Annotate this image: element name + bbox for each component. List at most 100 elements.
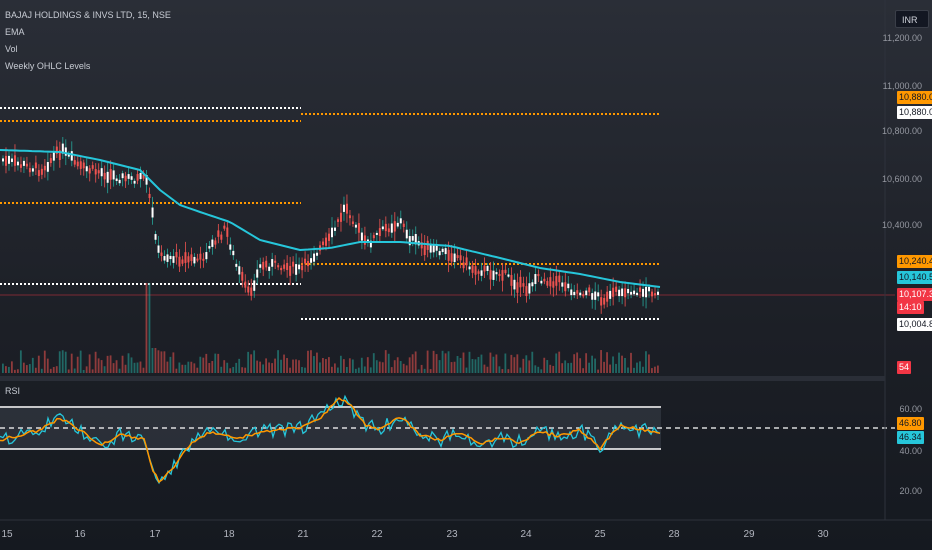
rsi-ma-pill: 46.80 <box>897 417 924 430</box>
candle-body <box>130 176 133 180</box>
volume-bar <box>241 367 244 373</box>
weekly-low-pill: 10,004.85 <box>897 318 932 331</box>
vol-legend[interactable]: Vol <box>5 44 18 54</box>
currency-button[interactable]: INR <box>895 10 929 28</box>
candle-body <box>220 234 223 240</box>
volume-bar <box>366 357 369 373</box>
candle-body <box>7 155 10 164</box>
candle-body <box>127 174 130 179</box>
candle-body <box>199 253 202 260</box>
volume-bar <box>627 367 629 373</box>
volume-bar <box>441 350 444 373</box>
volume-bar <box>432 350 435 373</box>
volume-bar <box>70 353 73 373</box>
volume-bar <box>456 356 459 373</box>
candle-body <box>357 223 360 233</box>
candle-body <box>148 193 151 199</box>
price-tick: 10,800.00 <box>881 126 922 136</box>
candle-body <box>531 282 534 287</box>
candle-body <box>495 272 498 275</box>
volume-bar <box>645 351 647 373</box>
volume-bar <box>166 361 169 373</box>
volume-bar <box>624 358 626 373</box>
volume-bar <box>564 360 567 373</box>
volume-bar <box>423 368 426 373</box>
volume-bar <box>322 358 324 373</box>
candle-body <box>453 253 456 263</box>
volume-bar <box>79 350 82 373</box>
candle-body <box>471 265 474 273</box>
volume-bar <box>85 366 88 373</box>
candle-body <box>387 228 390 233</box>
rsi-tick: 40.00 <box>899 446 922 456</box>
price-tick: 11,200.00 <box>882 33 922 43</box>
volume-bar <box>606 352 608 373</box>
candle-body <box>103 172 106 180</box>
candle-body <box>576 290 579 294</box>
volume-bar <box>555 353 558 373</box>
volume-bar <box>396 357 399 373</box>
volume-bar <box>387 353 390 373</box>
volume-bar <box>540 369 543 373</box>
volume-bar <box>34 367 37 373</box>
candle-body <box>43 165 46 171</box>
candle-body <box>232 250 235 256</box>
volume-bar <box>274 358 276 373</box>
candle-body <box>567 283 570 289</box>
volume-bar <box>262 364 265 373</box>
candle-body <box>46 162 49 172</box>
ema-legend[interactable]: EMA <box>5 27 25 37</box>
candle-body <box>67 153 70 157</box>
candle-body <box>325 237 328 246</box>
candle-body <box>4 155 7 166</box>
volume-bar <box>579 358 582 373</box>
candle-body <box>528 283 531 294</box>
candle-body <box>474 266 477 275</box>
weekly-ohlc-legend[interactable]: Weekly OHLC Levels <box>5 61 91 71</box>
time-label: 24 <box>520 529 532 540</box>
candle-body <box>621 288 624 297</box>
volume-bar <box>543 357 546 373</box>
candle-body <box>648 286 651 292</box>
volume-bar <box>154 348 157 373</box>
candle-body <box>241 271 244 281</box>
candle-body <box>61 143 64 154</box>
candle-body <box>193 256 196 264</box>
volume-bar <box>16 369 19 373</box>
candle-body <box>331 227 333 238</box>
volume-bar <box>369 367 372 373</box>
candle-body <box>573 291 576 296</box>
volume-bar <box>163 351 166 373</box>
candle-body <box>265 260 268 268</box>
candle-body <box>34 162 37 169</box>
volume-bar <box>462 352 465 373</box>
volume-bar <box>283 354 285 373</box>
rsi-legend[interactable]: RSI <box>5 386 21 396</box>
candle-body <box>58 150 61 161</box>
volume-bar <box>226 362 229 373</box>
candle-body <box>271 259 274 267</box>
volume-bar <box>381 362 384 373</box>
candle-body <box>307 261 310 267</box>
candle-body <box>360 232 363 241</box>
volume-bar <box>301 367 303 373</box>
candle-body <box>504 269 507 274</box>
candle-body <box>603 297 606 305</box>
volume-bar <box>450 362 453 373</box>
candle-body <box>351 221 354 225</box>
candle-body <box>642 288 645 297</box>
pane-separator[interactable] <box>0 376 885 381</box>
volume-bar <box>516 354 519 373</box>
candle-body <box>570 289 573 296</box>
candle-body <box>516 282 519 293</box>
volume-bar <box>471 359 474 373</box>
candle-body <box>328 233 331 241</box>
candle-body <box>124 175 127 182</box>
volume-bar <box>399 361 402 373</box>
volume-bar <box>642 366 644 373</box>
volume-bar <box>58 351 61 373</box>
candle-body <box>585 290 588 296</box>
candle-body <box>519 276 522 288</box>
